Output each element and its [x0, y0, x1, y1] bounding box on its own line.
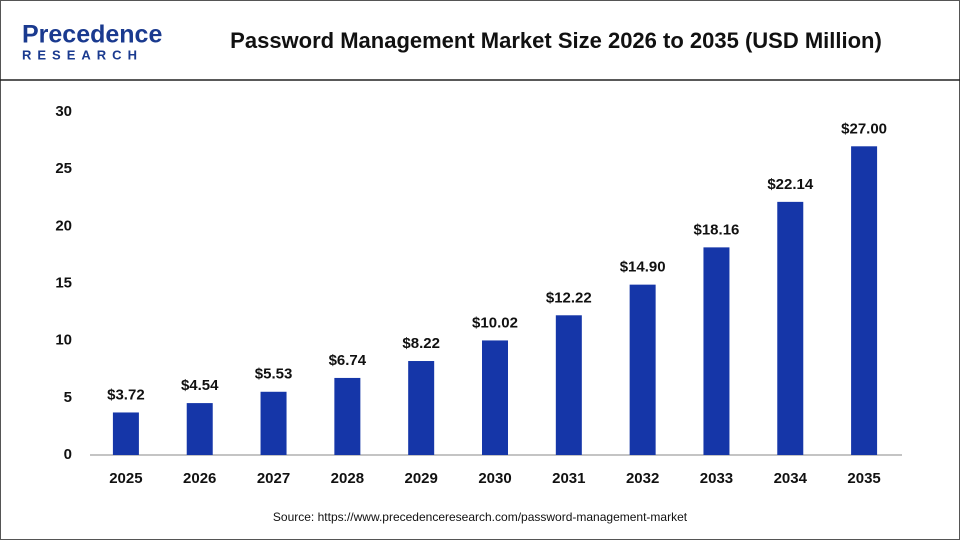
x-tick-label: 2030	[478, 470, 511, 487]
logo-name: Precedence	[22, 21, 162, 49]
x-tick-label: 2027	[257, 470, 290, 487]
x-tick-label: 2033	[700, 470, 733, 487]
y-tick-label: 30	[55, 103, 72, 120]
bar	[482, 340, 508, 455]
source: Source: https://www.precedenceresearch.c…	[273, 510, 688, 524]
x-tick-label: 2031	[552, 470, 585, 487]
y-tick-label: 25	[55, 160, 72, 177]
bar	[703, 247, 730, 455]
value-label: $5.53	[255, 366, 293, 383]
bar	[112, 412, 139, 455]
value-label: $8.22	[402, 335, 440, 352]
value-label: $6.74	[329, 352, 367, 369]
value-label: $27.00	[841, 120, 887, 137]
bar	[408, 361, 435, 455]
y-tick-label: 10	[55, 332, 72, 349]
value-label: $14.90	[620, 259, 666, 276]
value-label: $12.22	[546, 289, 592, 306]
value-label: $10.02	[472, 314, 518, 331]
x-tick-label: 2025	[109, 470, 142, 487]
x-tick-label: 2034	[774, 470, 808, 487]
x-tick-label: 2026	[183, 470, 216, 487]
bar	[334, 377, 361, 455]
bar	[186, 403, 213, 455]
bar	[777, 201, 804, 455]
value-label: $3.72	[107, 386, 145, 403]
chart-title: Password Management Market Size 2026 to …	[230, 28, 882, 53]
value-label: $18.16	[694, 221, 740, 238]
y-tick-label: 20	[55, 217, 72, 234]
bar	[629, 284, 656, 455]
x-tick-label: 2032	[626, 470, 659, 487]
x-tick-label: 2028	[331, 470, 364, 487]
value-label: $22.14	[767, 176, 814, 193]
x-tick-label: 2035	[847, 470, 880, 487]
value-label: $4.54	[181, 377, 219, 394]
y-tick-label: 15	[55, 274, 72, 291]
logo-sub: RESEARCH	[22, 47, 143, 62]
y-tick-label: 0	[64, 446, 72, 463]
y-tick-label: 5	[64, 389, 72, 406]
x-tick-label: 2029	[404, 470, 437, 487]
bar	[851, 146, 878, 456]
bar	[260, 391, 287, 455]
bar	[555, 315, 582, 455]
